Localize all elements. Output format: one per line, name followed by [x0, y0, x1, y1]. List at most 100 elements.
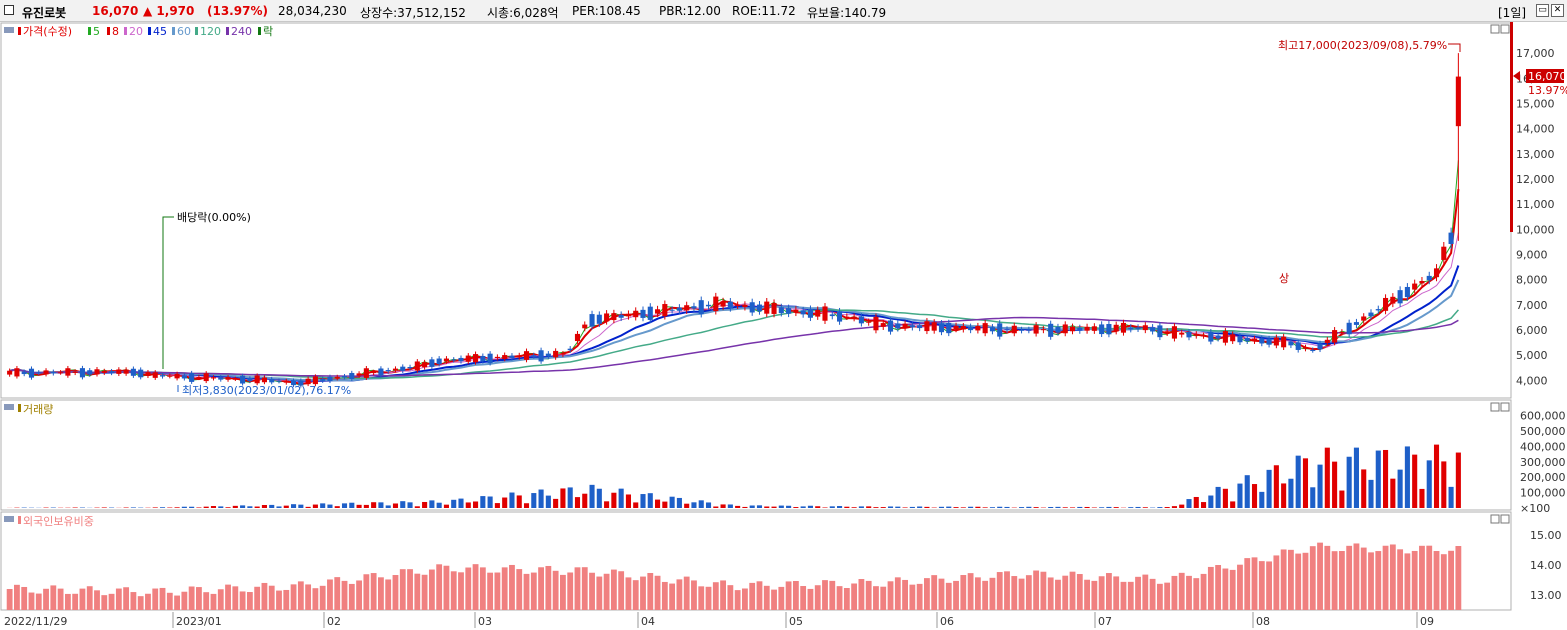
candle-body — [123, 369, 129, 374]
price-tick: 5,000 — [1516, 349, 1548, 362]
volume-bar — [443, 504, 449, 508]
volume-bar — [1019, 507, 1025, 508]
candle-body — [7, 370, 13, 375]
candle-body — [43, 370, 49, 375]
period-selector[interactable]: [1일] — [1498, 6, 1527, 20]
foreign-bar — [203, 592, 210, 610]
volume-tick: 100,000 — [1520, 487, 1566, 500]
foreign-bar — [1237, 564, 1243, 610]
volume-bar — [691, 502, 697, 508]
volume-bar — [291, 504, 297, 508]
candle-body — [968, 326, 974, 331]
candle-body — [94, 369, 100, 375]
volume-bar — [545, 495, 551, 508]
low-annotation: 최저3,830(2023/01/02),76.17% — [177, 384, 351, 397]
candle-body — [982, 323, 988, 334]
price-tick: 7,000 — [1516, 299, 1548, 312]
volume-bar — [1055, 506, 1061, 508]
volume-bar — [1295, 455, 1301, 508]
candle-body — [1383, 297, 1389, 311]
candle-body — [713, 296, 719, 312]
panel-controls[interactable] — [1490, 24, 1510, 524]
candle-body — [727, 301, 733, 309]
candle-body — [1120, 322, 1127, 333]
foreign-bar — [145, 593, 151, 610]
foreign-bar — [661, 581, 668, 610]
candle-body — [1084, 326, 1090, 331]
restore-icon[interactable] — [1490, 402, 1500, 412]
foreign-bar — [625, 577, 632, 610]
candle-body — [1433, 268, 1440, 278]
volume-bar — [385, 505, 391, 508]
foreign-bar — [268, 585, 275, 610]
volume-tick: 200,000 — [1520, 471, 1566, 484]
foreign-bar — [800, 586, 807, 610]
foreign-bar — [1375, 551, 1382, 610]
candle-body — [596, 314, 602, 324]
foreign-bar — [152, 588, 159, 610]
volume-bar — [1084, 506, 1090, 508]
candle-body — [79, 368, 85, 378]
foreign-bar — [225, 584, 231, 610]
foreign-bar — [1215, 565, 1222, 610]
foreign-bar — [778, 586, 785, 610]
date-tick: 03 — [478, 615, 492, 628]
volume-bar — [727, 504, 733, 508]
volume-bar — [1106, 506, 1112, 508]
legend-ma240: 240 — [231, 25, 252, 38]
volume-bar — [902, 507, 908, 508]
foreign-bar — [516, 569, 523, 610]
close-panel-icon[interactable] — [1500, 514, 1510, 524]
volume-bar — [938, 506, 945, 508]
volume-bar — [975, 506, 981, 508]
foreign-bar — [261, 582, 268, 610]
candle-body — [1448, 232, 1454, 244]
volume-bar — [567, 487, 573, 508]
restore-icon[interactable] — [1490, 514, 1500, 524]
candle-body — [1302, 347, 1309, 349]
foreign-bar — [1360, 547, 1367, 610]
volume-bar — [837, 506, 843, 508]
foreign-bar — [159, 587, 166, 610]
select-checkbox[interactable] — [4, 5, 14, 15]
foreign-bar — [458, 572, 464, 610]
foreign-bar — [348, 583, 355, 610]
foreign-bar — [487, 572, 494, 610]
volume-bar — [152, 507, 158, 508]
foreign-bar — [501, 567, 508, 610]
volume-bar — [181, 506, 187, 508]
volume-bar — [640, 494, 646, 508]
close-panel-icon[interactable] — [1500, 402, 1510, 412]
volume-bar — [349, 502, 355, 508]
price-change-pct: (13.97%) — [207, 4, 268, 18]
candle-body — [458, 357, 464, 362]
legend-ma8: 8 — [112, 25, 119, 38]
foreign-bar — [596, 576, 603, 610]
candle-body — [1230, 334, 1236, 342]
volume-bar — [363, 504, 369, 508]
foreign-bar — [763, 585, 770, 610]
chart-area[interactable]: 가격(수정) 5 8 20 45 60 120 240 락 거래량 외국인보유비… — [0, 22, 1567, 630]
panel-menu-icon[interactable] — [4, 516, 14, 522]
volume-bar — [880, 507, 886, 508]
volume-bar — [422, 501, 428, 508]
candle-body — [480, 356, 486, 362]
close-panel-icon[interactable] — [1500, 24, 1510, 34]
candle-body — [698, 300, 704, 315]
volume-bar — [1201, 502, 1207, 508]
maximize-icon[interactable]: ▭ — [1536, 4, 1549, 17]
volume-bar — [1441, 461, 1447, 508]
close-icon[interactable]: ✕ — [1551, 4, 1564, 17]
candle-body — [1404, 286, 1410, 298]
candle-body — [611, 313, 617, 321]
current-price-marker: 16,070 13.97% — [1510, 22, 1567, 232]
foreign-bar — [974, 577, 981, 610]
foreign-bar — [399, 569, 406, 610]
candle-body — [625, 313, 631, 317]
candle-body — [174, 373, 180, 379]
panel-menu-icon[interactable] — [4, 404, 14, 410]
candle-body — [65, 368, 71, 376]
pbr-value: PBR:12.00 — [659, 4, 721, 18]
panel-menu-icon[interactable] — [4, 27, 14, 33]
restore-icon[interactable] — [1490, 24, 1500, 34]
